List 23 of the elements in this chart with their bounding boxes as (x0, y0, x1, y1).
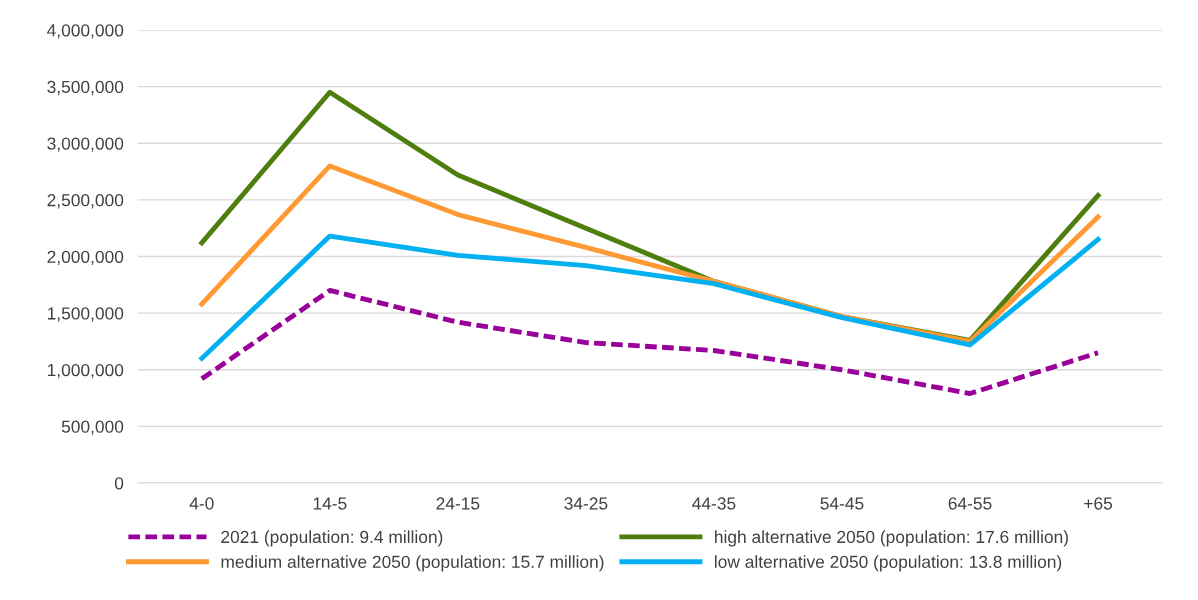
x-tick-label: 44-35 (692, 497, 736, 510)
line-series (199, 288, 1101, 396)
y-tick-label: 2,000,000 (47, 250, 124, 266)
legend-label: 2021 (population: 9.4 million) (221, 530, 443, 547)
line-series (199, 233, 1101, 361)
y-tick-label: 500,000 (61, 420, 124, 435)
x-tick-label: 54-45 (820, 497, 864, 510)
y-tick-label: 1,000,000 (47, 363, 124, 379)
x-tick-label: 64-55 (948, 497, 992, 510)
y-tick-label: 3,000,000 (47, 137, 124, 152)
y-tick-label: 0 (114, 477, 124, 490)
x-tick-label: +65 (1084, 497, 1113, 510)
x-tick-label: 14-5 (313, 497, 347, 510)
y-tick-label: 3,500,000 (47, 80, 124, 96)
legend-label: low alternative 2050 (population: 13.8 million) (715, 555, 1062, 572)
y-tick-label: 1,500,000 (47, 307, 124, 322)
x-tick-label: 4-0 (189, 497, 214, 510)
y-tick-label: 4,000,000 (47, 24, 124, 39)
x-tick-label: 34-25 (564, 497, 608, 510)
legend-label: high alternative 2050 (population: 17.6 million) (715, 530, 1068, 547)
y-tick-label: 2,500,000 (47, 194, 124, 209)
legend-label: medium alternative 2050 (population: 15.7 million) (221, 555, 604, 572)
x-tick-label: 24-15 (436, 497, 480, 510)
